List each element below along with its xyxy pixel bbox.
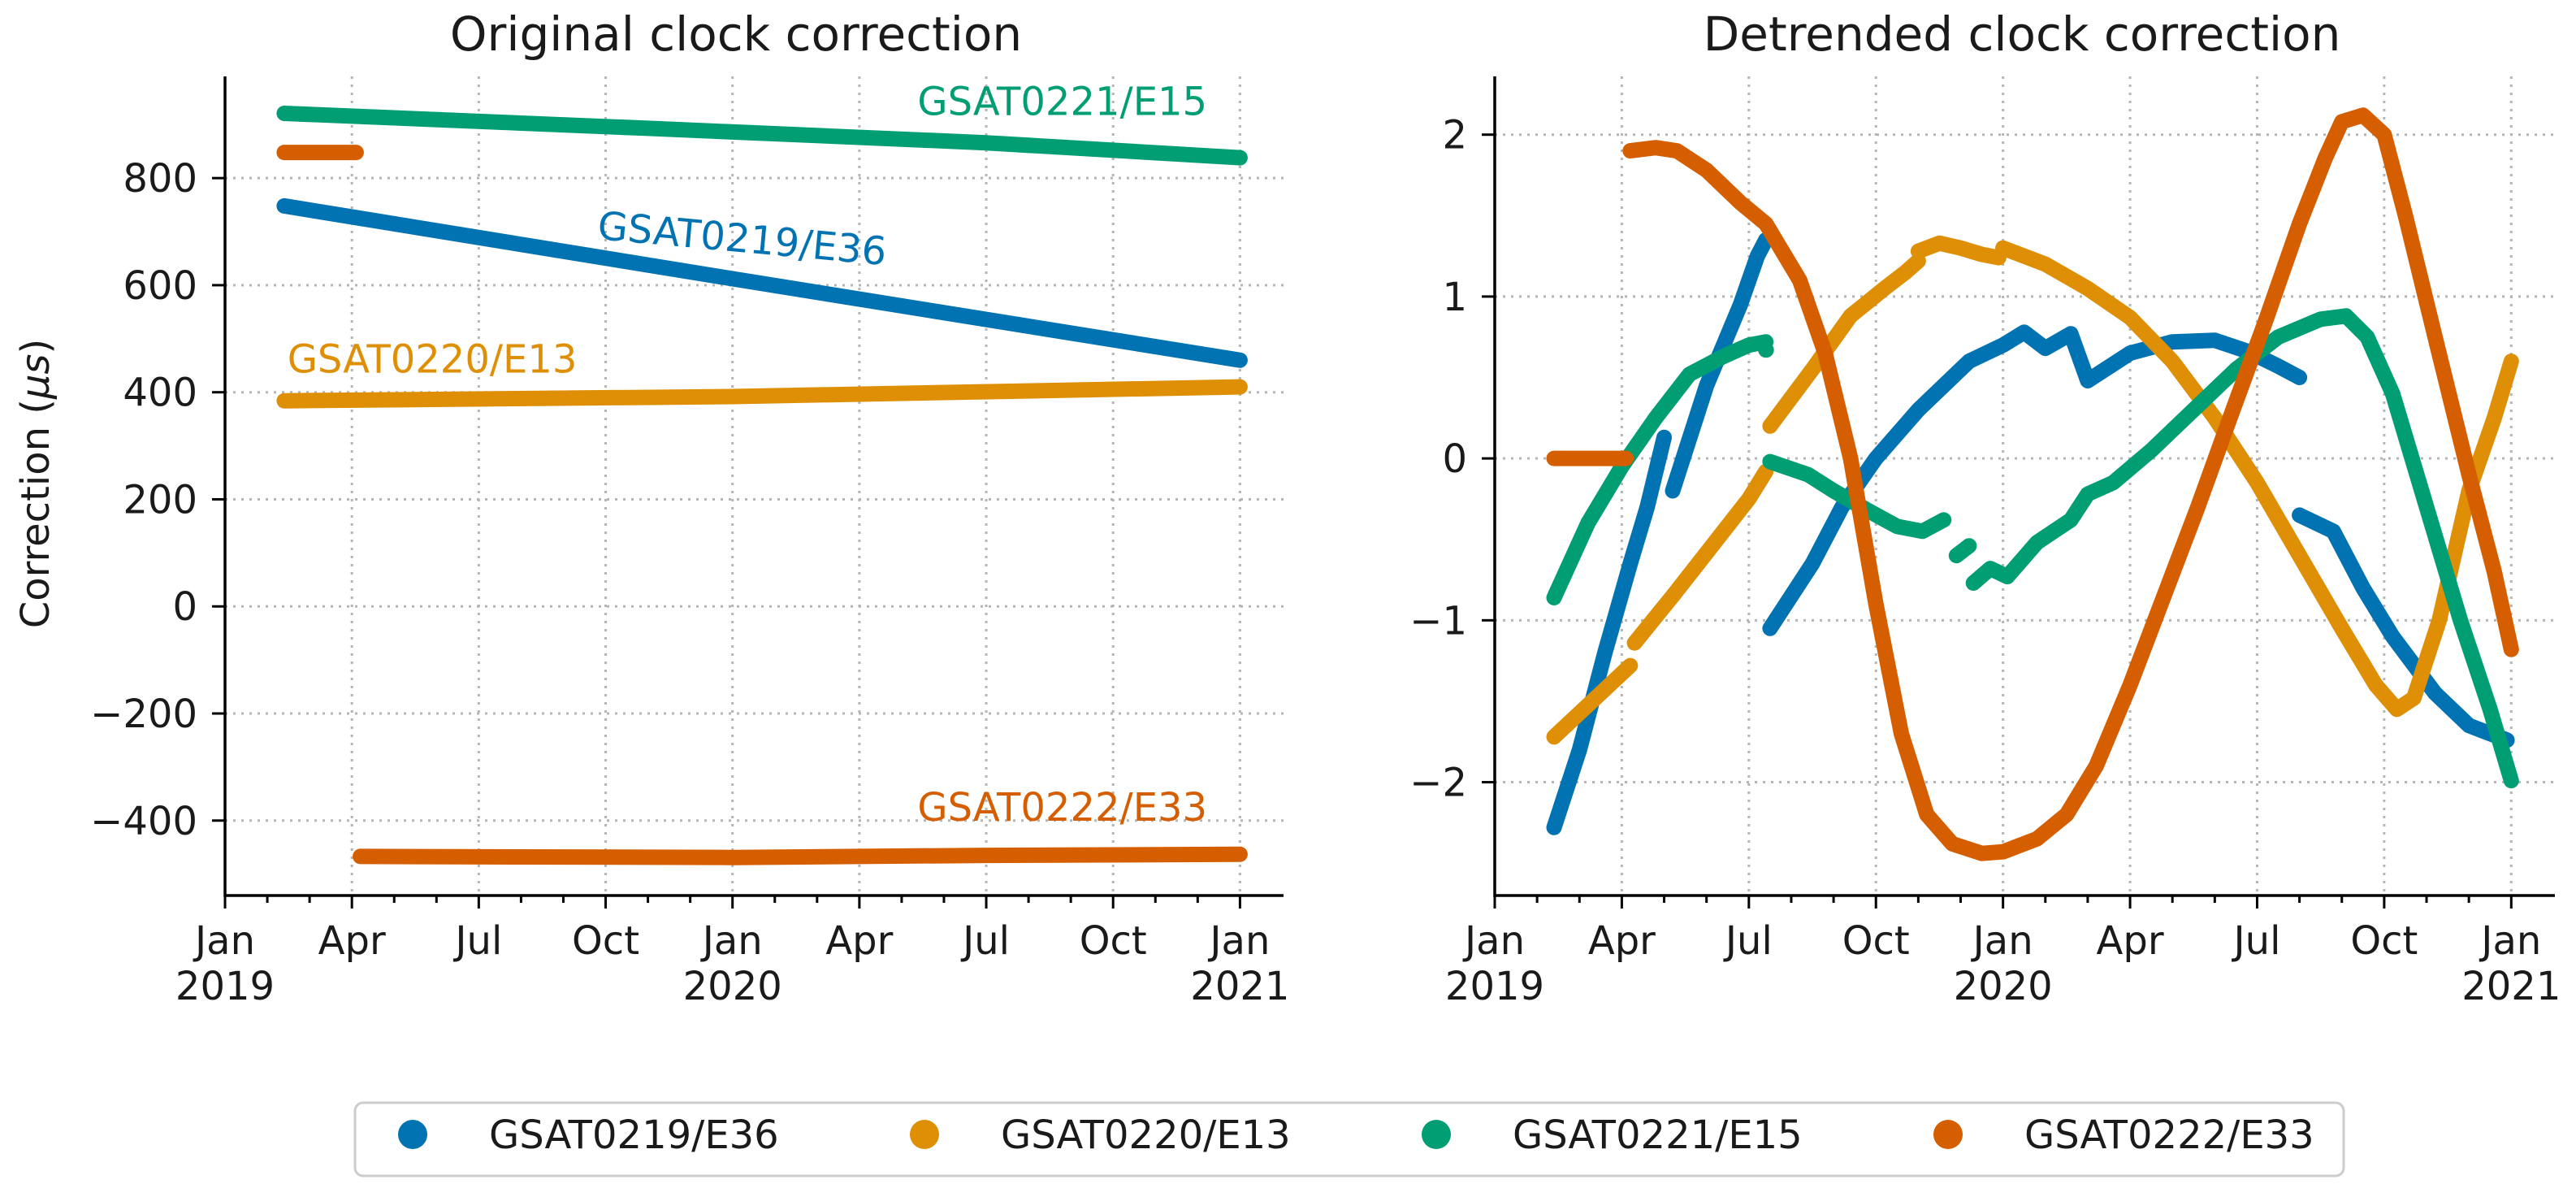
series-line-gsat0220-e13 (1546, 657, 1639, 745)
annotation-gsat0220-e13: GSAT0220/E13 (288, 336, 578, 382)
annotation-gsat0221-e15: GSAT0221/E15 (917, 79, 1207, 124)
series-line-gsat0220-e13 (1910, 235, 2007, 266)
series-line-gsat0220-e13 (1995, 240, 2519, 718)
y-tick-label: 1 (1442, 275, 1467, 320)
legend-label-gsat0222-e33: GSAT0222/E33 (2024, 1112, 2314, 1158)
series-line-gsat0221-e15 (1762, 453, 1952, 540)
legend-marker-gsat0221-e15 (1422, 1120, 1451, 1149)
x-tick-label-year: 2021 (1190, 964, 1289, 1009)
x-tick-label-month: Jul (2232, 918, 2281, 964)
x-tick-label-month: Jul (960, 918, 1010, 964)
axes-spine-original (223, 76, 1284, 897)
x-tick-label-month: Apr (2097, 918, 2164, 964)
x-tick-label-month: Oct (1080, 918, 1147, 964)
y-tick-label: 0 (172, 584, 197, 630)
series-line-gsat0219-e36 (1665, 232, 1774, 499)
series-line-gsat0222-e33 (1622, 107, 2519, 861)
series-line-gsat0219-e36 (1762, 324, 2308, 636)
x-tick-label-year: 2020 (1954, 964, 2053, 1009)
series-line-gsat0221-e15 (1948, 538, 1977, 564)
panel-original: Original clock correction Correction (μs… (13, 7, 1289, 1009)
grid-original (223, 76, 1284, 896)
series-line-gsat0222-e33 (353, 846, 1248, 865)
y-tick-label: 200 (123, 477, 197, 523)
x-tick-label-year: 2019 (1445, 964, 1544, 1009)
legend: GSAT0219/E36 GSAT0220/E13 GSAT0221/E15 GSAT… (353, 1101, 2345, 1177)
panel-title-original: Original clock correction (450, 7, 1022, 62)
y-tick-label: −400 (90, 799, 197, 844)
series-line-gsat0219-e36 (276, 197, 1248, 368)
series-detrended (1546, 107, 2519, 861)
x-tick-label-year: 2019 (175, 964, 275, 1009)
series-line-gsat0220-e13 (276, 379, 1248, 409)
series-line-gsat0221-e15 (1546, 334, 1774, 605)
series-line-gsat0220-e13 (1626, 463, 1774, 651)
x-tick-label-month: Apr (825, 918, 893, 964)
legend-label-gsat0219-e36: GSAT0219/E36 (489, 1112, 779, 1158)
axes-spine-detrended (1493, 76, 2555, 897)
y-tick-label: 2 (1442, 113, 1467, 158)
x-tick-label-month: Oct (2350, 918, 2418, 964)
series-line-gsat0221-e15 (1965, 308, 2519, 789)
series-line-gsat0220-e13 (1762, 253, 1926, 434)
legend-marker-gsat0220-e13 (910, 1120, 939, 1149)
panel-title-detrended: Detrended clock correction (1704, 7, 2341, 62)
x-tick-label-month: Apr (318, 918, 386, 964)
series-line-gsat0219-e36 (1546, 429, 1672, 835)
y-tick-label: −200 (90, 692, 197, 737)
y-axis-label: Correction (μs) (13, 339, 58, 629)
legend-label-gsat0220-e13: GSAT0220/E13 (1001, 1112, 1291, 1158)
y-tick-label: −1 (1409, 598, 1467, 644)
x-tick-label-month: Jan (193, 918, 255, 964)
legend-frame (353, 1101, 2345, 1177)
series-line-gsat0221-e15 (276, 106, 1248, 166)
x-tick-label-month: Jan (1971, 918, 2033, 964)
y-tick-label: 400 (123, 371, 197, 416)
y-tick-label: 0 (1442, 436, 1467, 482)
grid-detrended (1493, 76, 2555, 896)
y-tick-label: −2 (1409, 761, 1467, 806)
y-tick-label: 600 (123, 263, 197, 309)
x-tick-label-year: 2020 (683, 964, 782, 1009)
annotations-original: GSAT0221/E15GSAT0219/E36GSAT0220/E13GSAT… (288, 79, 1207, 830)
x-tick-label-month: Jan (700, 918, 763, 964)
legend-marker-gsat0219-e36 (398, 1120, 427, 1149)
x-tick-label-month: Apr (1588, 918, 1656, 964)
x-tick-label-month: Jul (1723, 918, 1773, 964)
x-tick-label-month: Jan (1462, 918, 1525, 964)
legend-marker-gsat0222-e33 (1933, 1120, 1963, 1149)
annotation-gsat0222-e33: GSAT0222/E33 (917, 785, 1207, 831)
x-tick-label-month: Jan (1207, 918, 1270, 964)
series-line-gsat0219-e36 (2292, 507, 2515, 748)
x-tick-label-month: Jan (2479, 918, 2541, 964)
legend-label-gsat0221-e15: GSAT0221/E15 (1513, 1112, 1803, 1158)
x-tick-label-month: Jul (452, 918, 502, 964)
x-tick-label-year: 2021 (2461, 964, 2561, 1009)
x-tick-label-month: Oct (1842, 918, 1910, 964)
series-original (276, 106, 1248, 865)
x-tick-label-month: Oct (572, 918, 639, 964)
y-tick-label: 800 (123, 156, 197, 202)
